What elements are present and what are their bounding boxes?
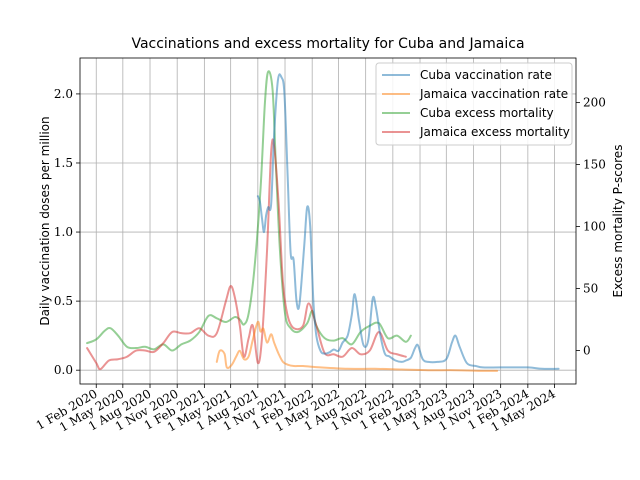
- y-tick-label: 0.0: [54, 363, 73, 377]
- chart-title: Vaccinations and excess mortality for Cu…: [131, 36, 524, 52]
- y2-tick-label: 150: [583, 158, 606, 172]
- series-line-cuba-vaccination-rate: [256, 73, 560, 370]
- series-line-jamaica-vaccination-rate: [215, 320, 499, 372]
- legend-label: Cuba vaccination rate: [420, 68, 552, 82]
- y-axis-left: 0.0 0.5 1.0 1.5 2.0: [54, 87, 80, 377]
- y2-tick-label: 200: [583, 96, 606, 110]
- y2-tick-label: 50: [583, 282, 598, 296]
- legend-box: [375, 62, 573, 146]
- y-tick-label: 1.0: [54, 225, 73, 239]
- series-line-jamaica-excess-mortality: [86, 138, 407, 371]
- legend-label: Cuba excess mortality: [420, 106, 554, 120]
- y-axis-right: 0 50 100 150 200: [576, 96, 606, 358]
- y-axis-label: Daily vaccination doses per million: [38, 116, 52, 325]
- series-layer: [86, 70, 560, 372]
- y-tick-label: 2.0: [54, 87, 73, 101]
- series-line-cuba-excess-mortality: [86, 70, 412, 352]
- plot-frame: [79, 57, 577, 385]
- y2-tick-label: 0: [583, 344, 591, 358]
- y-tick-label: 1.5: [54, 156, 73, 170]
- y2-tick-label: 100: [583, 220, 606, 234]
- legend-label: Jamaica vaccination rate: [419, 87, 568, 101]
- legend: Cuba vaccination rate Jamaica vaccination…: [375, 62, 573, 146]
- y-tick-label: 0.5: [54, 294, 73, 308]
- y2-axis-label: Excess mortality P-scores: [611, 145, 625, 298]
- legend-label: Jamaica excess mortality: [419, 125, 570, 139]
